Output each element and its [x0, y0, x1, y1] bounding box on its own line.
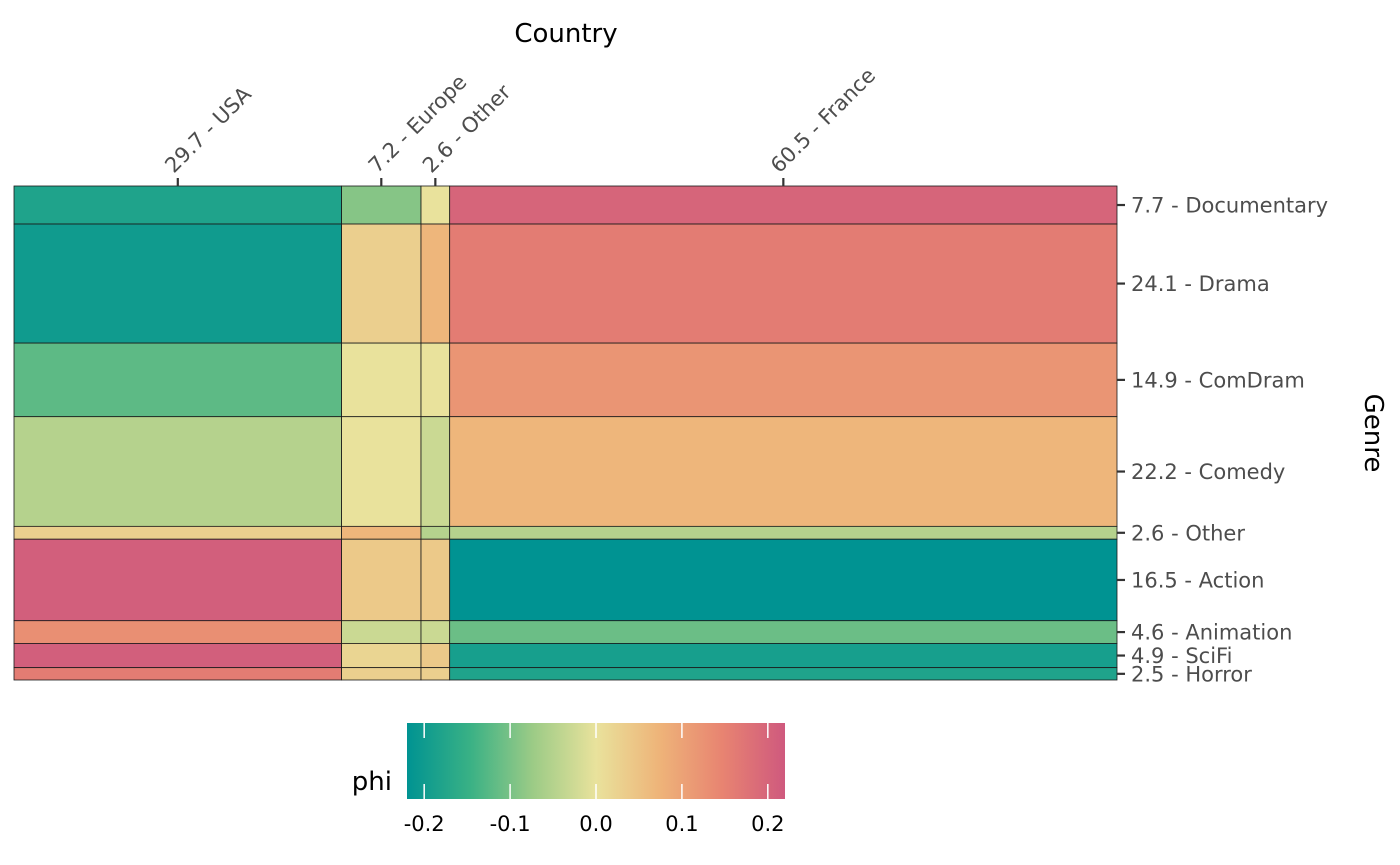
cell-4-9-scifi-60-5-france: [449, 643, 1118, 669]
legend-title: phi: [352, 767, 392, 797]
cell-7-7-documentary-7-2-europe: [341, 185, 422, 225]
cell-22-2-comedy-60-5-france: [449, 416, 1118, 527]
legend-tick-label: 0.0: [579, 812, 612, 836]
cell-4-9-scifi-7-2-europe: [341, 643, 422, 669]
cell-24-1-drama-60-5-france: [449, 223, 1118, 344]
cell-2-5-horror-7-2-europe: [341, 667, 422, 681]
cell-4-6-animation-7-2-europe: [341, 620, 422, 644]
cell-2-6-other-29-7-usa: [13, 525, 342, 540]
y-axis-title: Genre: [1358, 394, 1388, 473]
cell-16-5-action-7-2-europe: [341, 538, 422, 622]
cell-4-6-animation-60-5-france: [449, 620, 1118, 644]
cell-14-9-comdram-7-2-europe: [341, 342, 422, 418]
legend-tick-label: 0.1: [665, 812, 698, 836]
cell-4-6-animation-29-7-usa: [13, 620, 342, 644]
legend-tick-label: -0.1: [490, 812, 531, 836]
cell-24-1-drama-2-6-other: [420, 223, 451, 344]
y-tick-label: 4.9 - SciFi: [1131, 644, 1232, 668]
cell-2-6-other-7-2-europe: [341, 525, 422, 540]
x-tick-label: 60.5 - France: [766, 63, 880, 177]
cell-14-9-comdram-2-6-other: [420, 342, 451, 418]
cell-2-5-horror-29-7-usa: [13, 667, 342, 681]
legend-ticks: -0.2 -0.1 0.0 0.1 0.2: [404, 723, 785, 836]
cell-22-2-comedy-29-7-usa: [13, 416, 342, 527]
y-tick-label: 4.6 - Animation: [1131, 621, 1292, 645]
cell-2-6-other-2-6-other: [420, 525, 451, 540]
cell-24-1-drama-7-2-europe: [341, 223, 422, 344]
cell-22-2-comedy-7-2-europe: [341, 416, 422, 527]
y-tick-label: 22.2 - Comedy: [1131, 460, 1285, 484]
y-axis: 7.7 - Documentary 24.1 - Drama 14.9 - ComD…: [1117, 194, 1328, 686]
mosaic-cells: [13, 185, 1118, 681]
cell-24-1-drama-29-7-usa: [13, 223, 342, 344]
cell-2-5-horror-60-5-france: [449, 667, 1118, 681]
cell-2-6-other-60-5-france: [449, 525, 1118, 540]
y-tick-label: 14.9 - ComDram: [1131, 368, 1305, 392]
x-tick-label: 29.7 - USA: [160, 82, 256, 178]
y-tick-label: 7.7 - Documentary: [1131, 194, 1328, 218]
cell-4-6-animation-2-6-other: [420, 620, 451, 644]
y-tick-label: 2.6 - Other: [1131, 521, 1245, 545]
x-axis-title: Country: [514, 19, 617, 49]
y-tick-label: 16.5 - Action: [1131, 568, 1264, 592]
cell-16-5-action-60-5-france: [449, 538, 1118, 622]
y-tick-label: 24.1 - Drama: [1131, 272, 1270, 296]
cell-16-5-action-2-6-other: [420, 538, 451, 622]
legend-tick-label: -0.2: [404, 812, 445, 836]
cell-14-9-comdram-29-7-usa: [13, 342, 342, 418]
color-legend: phi -0.2 -0.1 0.0 0.1 0.2: [352, 723, 785, 836]
cell-7-7-documentary-60-5-france: [449, 185, 1118, 225]
cell-7-7-documentary-29-7-usa: [13, 185, 342, 225]
cell-4-9-scifi-2-6-other: [420, 643, 451, 669]
cell-22-2-comedy-2-6-other: [420, 416, 451, 527]
y-tick-label: 2.5 - Horror: [1131, 662, 1252, 686]
cell-2-5-horror-2-6-other: [420, 667, 451, 681]
cell-14-9-comdram-60-5-france: [449, 342, 1118, 418]
legend-tick-label: 0.2: [751, 812, 784, 836]
cell-7-7-documentary-2-6-other: [420, 185, 451, 225]
cell-16-5-action-29-7-usa: [13, 538, 342, 622]
cell-4-9-scifi-29-7-usa: [13, 643, 342, 669]
